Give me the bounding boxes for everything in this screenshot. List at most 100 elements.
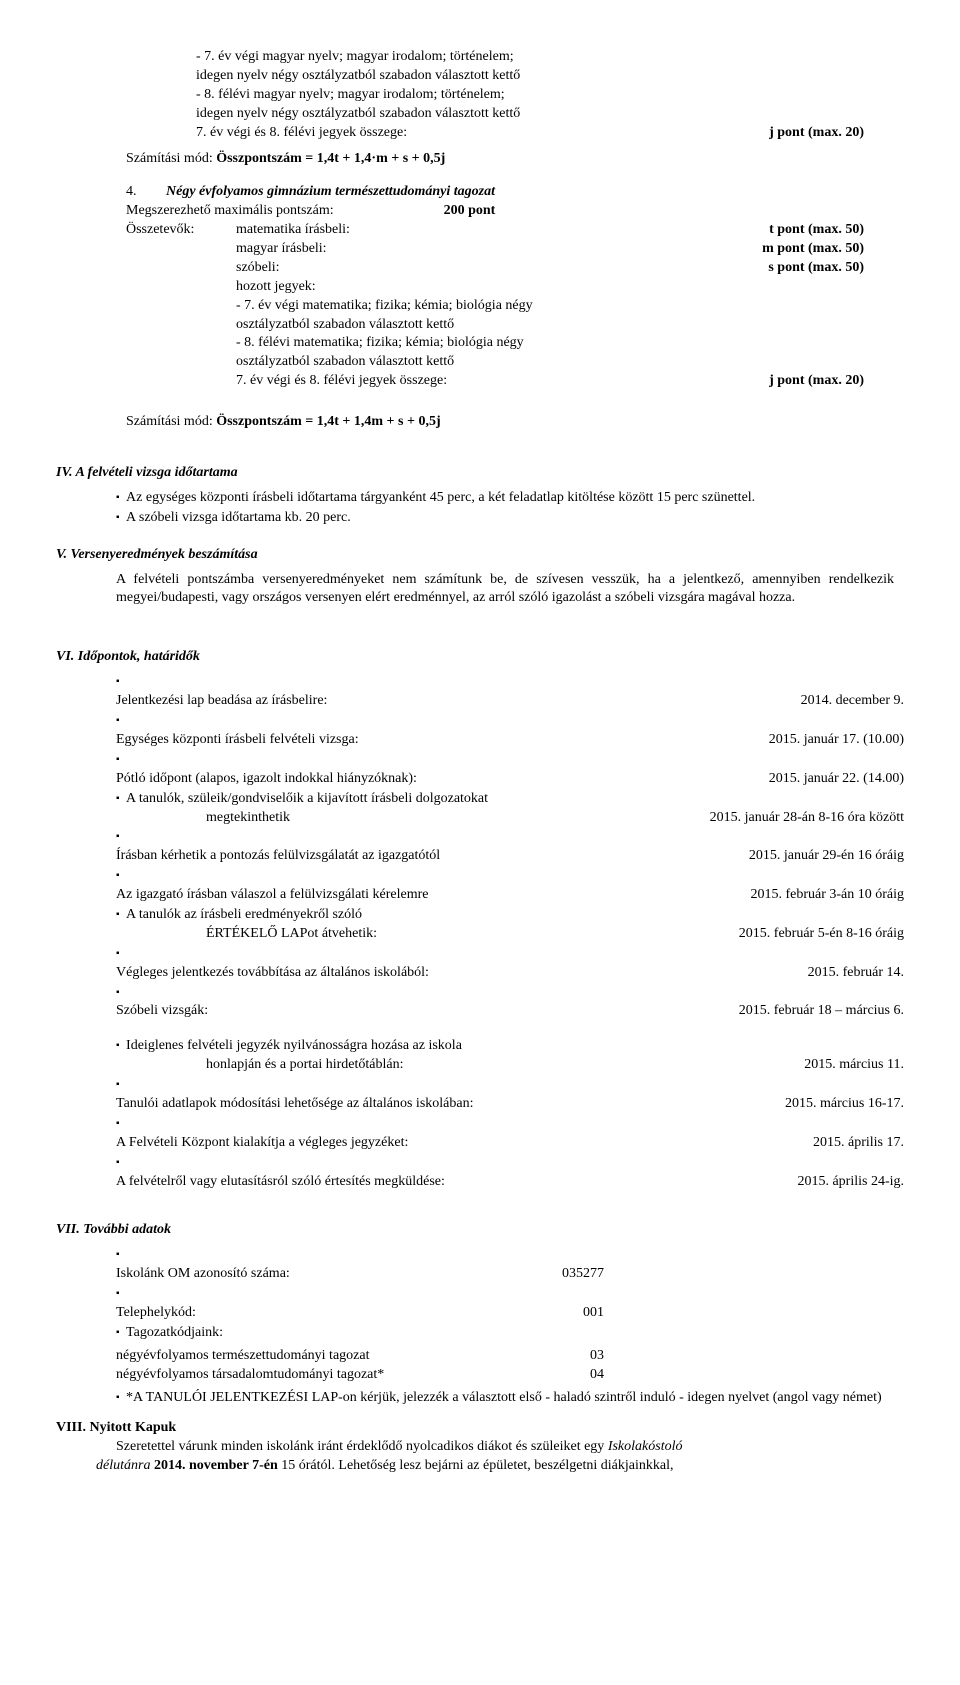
value: 2015. január 17. (10.00) xyxy=(745,731,904,750)
section-vi-heading: VI. Időpontok, határidők xyxy=(56,648,904,667)
iv-list: Az egységes központi írásbeli időtartama… xyxy=(56,489,904,528)
label: négyévfolyamos társadalomtudományi tagoz… xyxy=(116,1366,566,1385)
text: Szeretettel várunk minden iskolánk iránt… xyxy=(116,1439,608,1454)
label: Egységes központi írásbeli felvételi viz… xyxy=(116,731,745,750)
label: magyar írásbeli: xyxy=(236,240,762,259)
line: osztályzatból szabadon választott kettő xyxy=(236,353,904,372)
value: 03 xyxy=(566,1347,904,1366)
label: A felvételről vagy elutasításról szóló é… xyxy=(116,1173,773,1192)
note: *A TANULÓI JELENTKEZÉSI LAP-on kérjük, j… xyxy=(116,1389,904,1408)
label: Tanulói adatlapok módosítási lehetősége … xyxy=(116,1095,761,1114)
calc-line-2: Számítási mód: Összpontszám = 1,4t + 1,4… xyxy=(126,413,904,432)
text: délutánra xyxy=(96,1458,154,1473)
label: 7. év végi és 8. félévi jegyek összege: xyxy=(196,124,407,143)
label: szóbeli: xyxy=(236,259,768,278)
value: j pont (max. 20) xyxy=(769,125,864,140)
label: Szóbeli vizsgák: xyxy=(116,1002,715,1021)
line: idegen nyelv négy osztályzatból szabadon… xyxy=(196,67,904,86)
line: - 7. év végi matematika; fizika; kémia; … xyxy=(236,297,904,316)
value: 2015. január 28-án 8-16 óra között xyxy=(686,809,904,828)
value: 2015. április 24-ig. xyxy=(773,1173,904,1192)
szo-row: szóbeli: s pont (max. 50) xyxy=(126,259,904,278)
vi-list: Jelentkezési lap beadása az írásbelire:2… xyxy=(56,673,904,1021)
label: Iskolánk OM azonosító száma: xyxy=(116,1265,538,1284)
value: t pont (max. 50) xyxy=(769,221,904,240)
vii-note-list: *A TANULÓI JELENTKEZÉSI LAP-on kérjük, j… xyxy=(56,1389,904,1408)
label: hozott jegyek: xyxy=(236,278,904,297)
num: 4. xyxy=(126,183,166,202)
label: Pótló időpont (alapos, igazolt indokkal … xyxy=(116,770,745,789)
section-vii-heading: VII. További adatok xyxy=(56,1221,904,1240)
sum-row: 7. év végi és 8. félévi jegyek összege: … xyxy=(196,124,904,143)
label: 7. év végi és 8. félévi jegyek összege: xyxy=(236,372,447,391)
line: - 8. félévi matematika; fizika; kémia; b… xyxy=(236,334,904,353)
value: 2015. március 16-17. xyxy=(761,1095,904,1114)
text-bold: 2014. november 7-én xyxy=(154,1458,278,1473)
label: matematika írásbeli: xyxy=(236,221,769,240)
s4-title-row: 4. Négy évfolyamos gimnázium természettu… xyxy=(126,183,904,202)
label: Írásban kérhetik a pontozás felülvizsgál… xyxy=(116,847,725,866)
label: Jelentkezési lap beadása az írásbelire: xyxy=(116,692,777,711)
line: - 7. év végi magyar nyelv; magyar irodal… xyxy=(196,48,904,67)
vi-list-2: Ideiglenes felvételi jegyzék nyilvánossá… xyxy=(56,1037,904,1191)
line: idegen nyelv négy osztályzatból szabadon… xyxy=(196,105,904,124)
value: 2015. február 18 – március 6. xyxy=(715,1002,904,1021)
value: 04 xyxy=(566,1366,904,1385)
text: 15 órától. Lehetőség lesz bejárni az épü… xyxy=(278,1458,674,1473)
line: - 8. félévi magyar nyelv; magyar irodalo… xyxy=(196,86,904,105)
label: A tanulók, szüleik/gondviselőik a kijaví… xyxy=(126,791,488,806)
mat-row: Összetevők: matematika írásbeli: t pont … xyxy=(126,221,904,240)
mag-row: magyar írásbeli: m pont (max. 50) xyxy=(126,240,904,259)
value: m pont (max. 50) xyxy=(762,240,904,259)
label: Tagozatkódjaink: xyxy=(126,1325,223,1340)
section-4: 4. Négy évfolyamos gimnázium természettu… xyxy=(126,183,904,391)
oss-label: Összetevők: xyxy=(126,221,236,240)
sum-row: 7. év végi és 8. félévi jegyek összege: … xyxy=(236,372,904,391)
value: 200 pont xyxy=(444,202,496,221)
list-item: A szóbeli vizsga időtartama kb. 20 perc. xyxy=(116,509,904,528)
section-viii-heading: VIII. Nyitott Kapuk xyxy=(56,1419,904,1438)
label: Telephelykód: xyxy=(116,1304,559,1323)
value: 2015. február 3-án 10 óráig xyxy=(726,886,904,905)
value: 2015. március 11. xyxy=(780,1056,904,1075)
section-v-heading: V. Versenyeredmények beszámítása xyxy=(56,546,904,565)
formula: Összpontszám = 1,4t + 1,4·m + s + 0,5j xyxy=(216,151,445,166)
label: négyévfolyamos természettudományi tagoza… xyxy=(116,1347,566,1366)
title: Négy évfolyamos gimnázium természettudom… xyxy=(166,183,495,202)
label: A Felvételi Központ kialakítja a véglege… xyxy=(116,1134,789,1153)
calc-line-1: Számítási mód: Összpontszám = 1,4t + 1,4… xyxy=(126,150,904,169)
v-paragraph: A felvételi pontszámba versenyeredmények… xyxy=(116,571,894,609)
top-block: - 7. év végi magyar nyelv; magyar irodal… xyxy=(196,48,904,142)
value: 2015. február 14. xyxy=(784,964,904,983)
value: 2015. február 5-én 8-16 óráig xyxy=(715,925,904,944)
label: Számítási mód: xyxy=(126,151,216,166)
value: 035277 xyxy=(538,1265,904,1284)
label: Számítási mód: xyxy=(126,414,216,429)
vii-list: Iskolánk OM azonosító száma:035277 Telep… xyxy=(56,1246,904,1342)
value: 2014. december 9. xyxy=(777,692,904,711)
value: 2015. április 17. xyxy=(789,1134,904,1153)
value: 2015. január 29-én 16 óráig xyxy=(725,847,904,866)
label: A tanulók az írásbeli eredményekről szól… xyxy=(126,907,362,922)
label: Megszerezhető maximális pontszám: xyxy=(126,202,334,221)
section-iv-heading: IV. A felvételi vizsga időtartama xyxy=(56,464,904,483)
hozott: hozott jegyek: - 7. év végi matematika; … xyxy=(236,278,904,391)
viii-paragraph: Szeretettel várunk minden iskolánk iránt… xyxy=(116,1438,904,1457)
text-ital: Iskolakóstoló xyxy=(608,1439,683,1454)
viii-paragraph-2: délutánra 2014. november 7-én 15 órától.… xyxy=(96,1457,904,1476)
tagozat-block: négyévfolyamos természettudományi tagoza… xyxy=(116,1347,904,1385)
sublabel: ÉRTÉKELŐ LAPot átvehetik: xyxy=(206,925,715,944)
sublabel: megtekinthetik xyxy=(206,809,686,828)
max-row: Megszerezhető maximális pontszám: 200 po… xyxy=(126,202,904,221)
list-item: Az egységes központi írásbeli időtartama… xyxy=(116,489,904,508)
label: Az igazgató írásban válaszol a felülvizs… xyxy=(116,886,726,905)
label: Ideiglenes felvételi jegyzék nyilvánossá… xyxy=(126,1038,462,1053)
value: 2015. január 22. (14.00) xyxy=(745,770,904,789)
value: j pont (max. 20) xyxy=(769,372,904,391)
sublabel: honlapján és a portai hirdetőtáblán: xyxy=(206,1056,780,1075)
value: 001 xyxy=(559,1304,904,1323)
label: Végleges jelentkezés továbbítása az álta… xyxy=(116,964,784,983)
value: s pont (max. 50) xyxy=(768,259,904,278)
line: osztályzatból szabadon választott kettő xyxy=(236,316,904,335)
formula: Összpontszám = 1,4t + 1,4m + s + 0,5j xyxy=(216,414,440,429)
